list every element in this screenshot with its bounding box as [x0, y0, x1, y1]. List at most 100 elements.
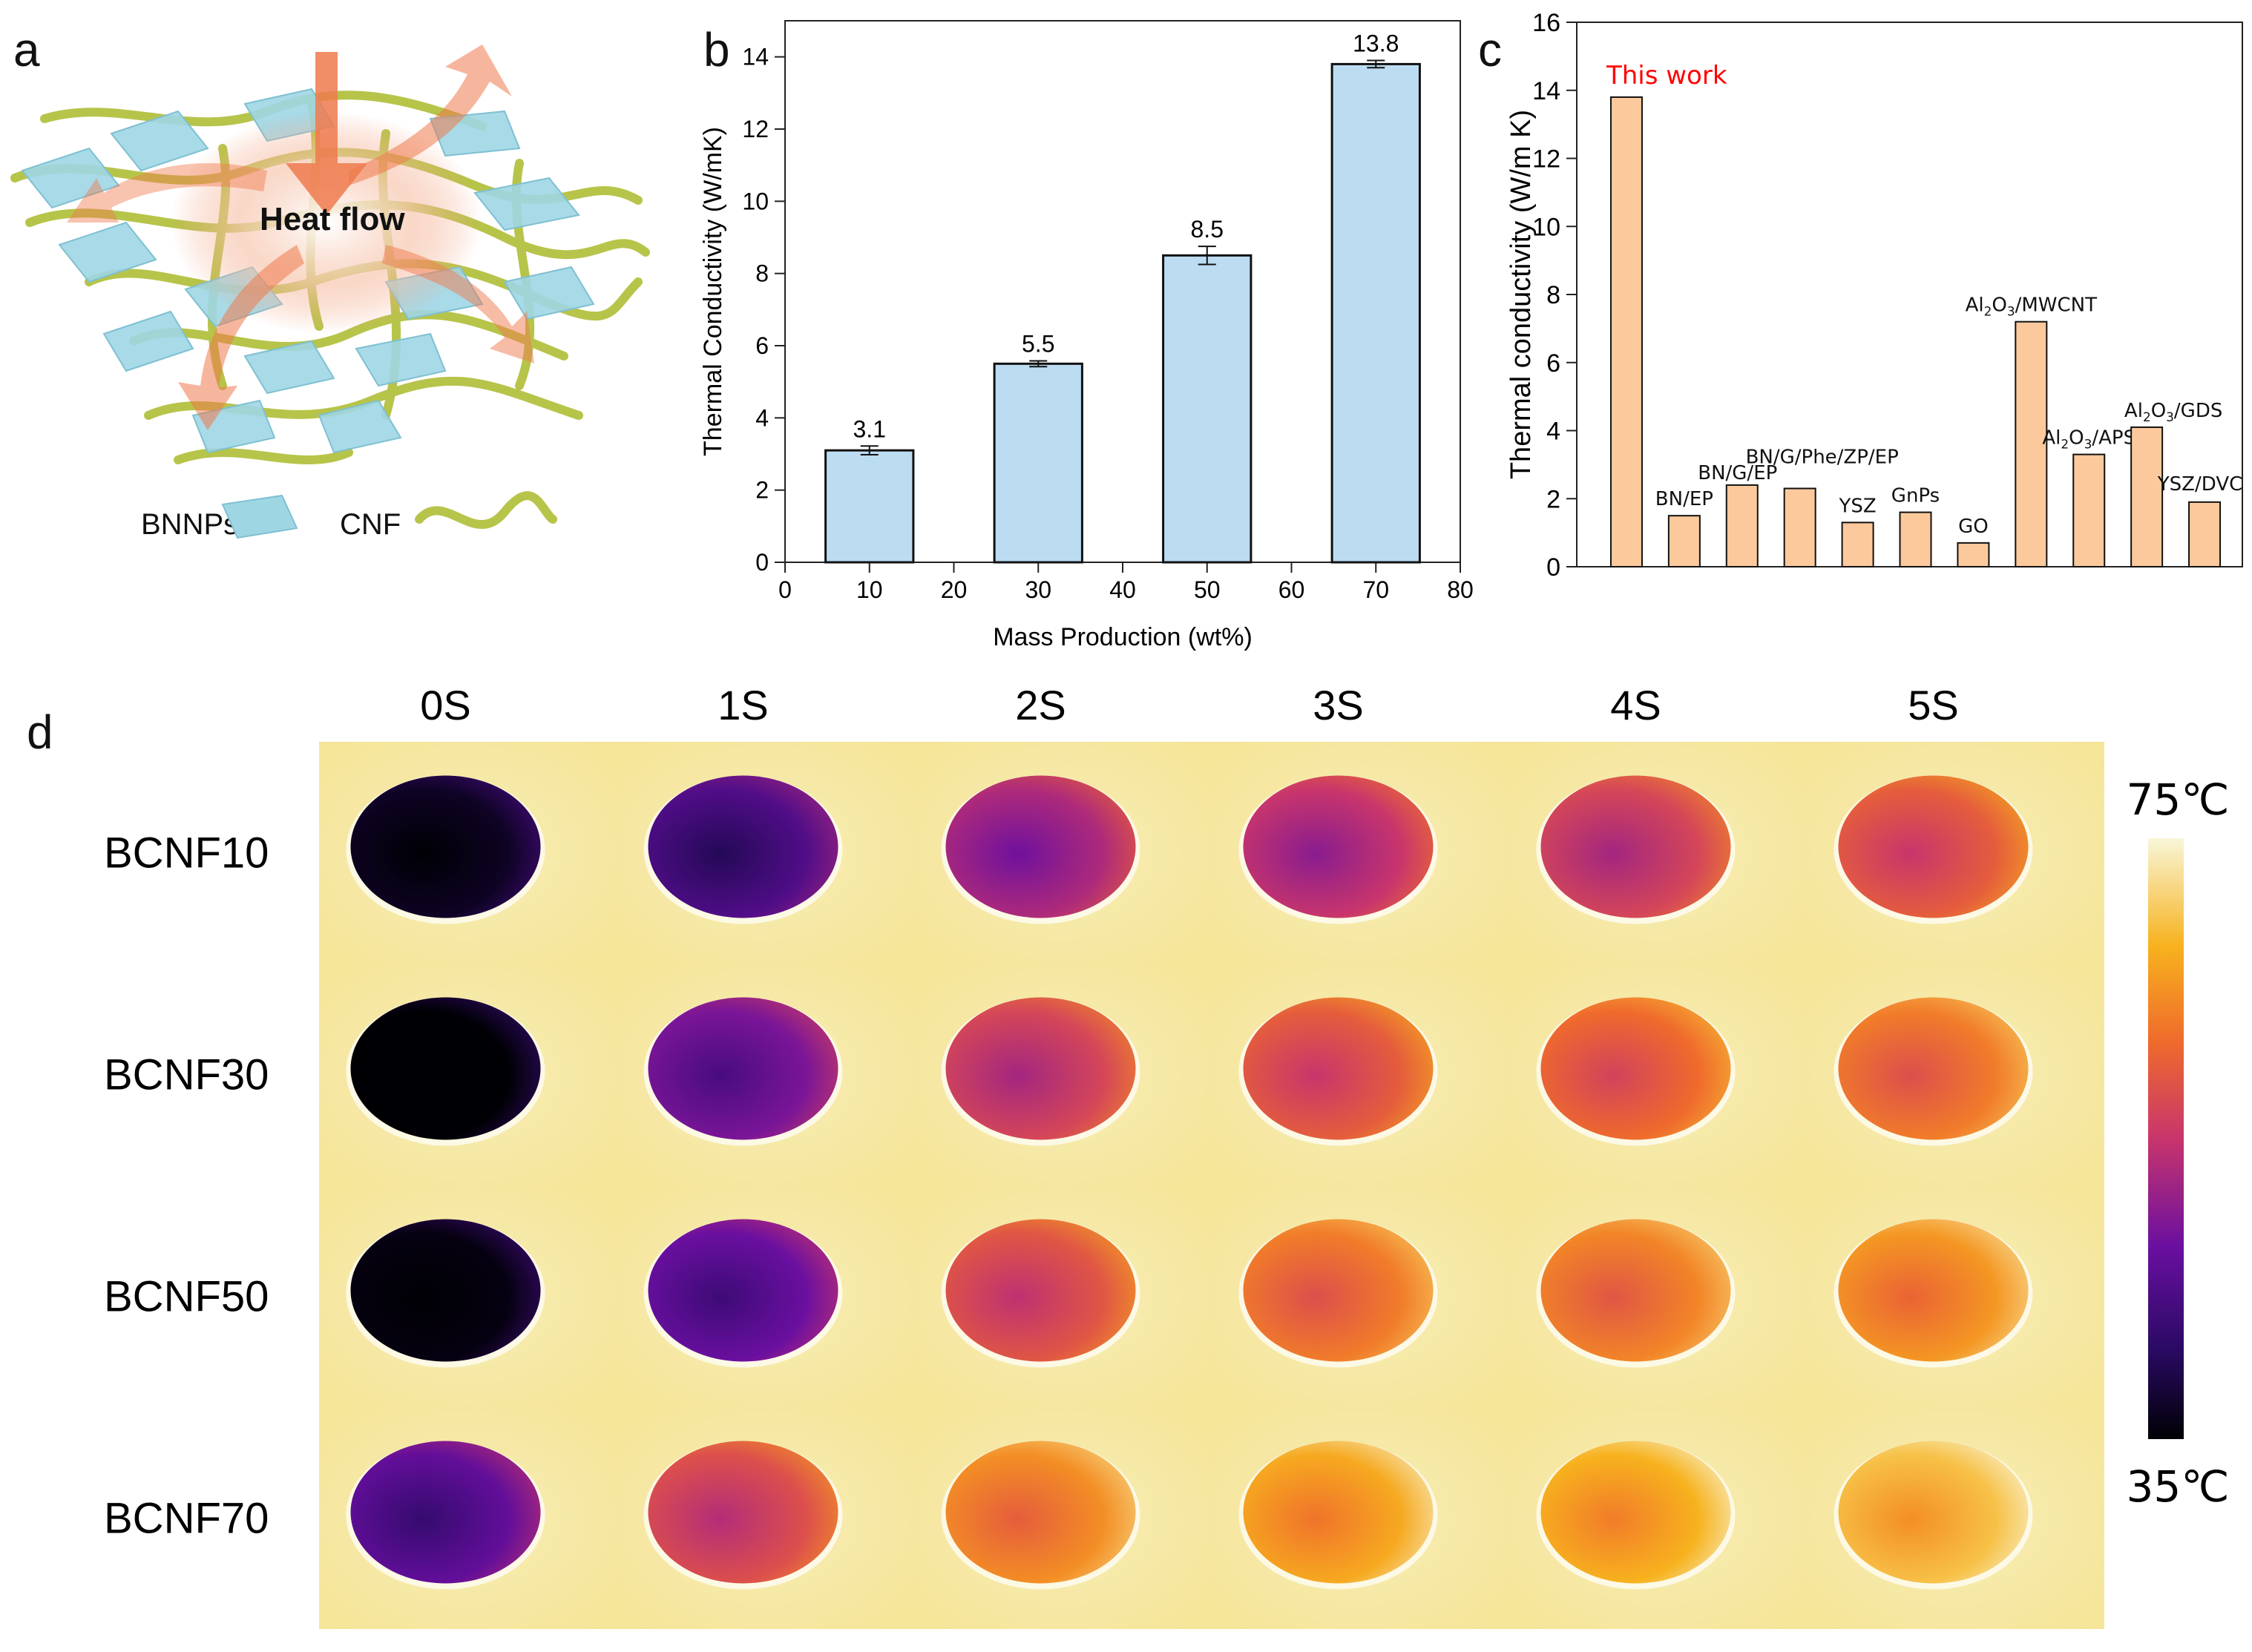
- thermal-sample: [350, 1441, 541, 1584]
- time-label: 3S: [1313, 682, 1364, 728]
- thermal-sample: [648, 997, 838, 1140]
- x-tick-label: 80: [1447, 576, 1474, 603]
- schematic-panel: Heat flow BNNPs CNF: [0, 0, 668, 593]
- y-tick-label: 10: [742, 188, 769, 214]
- thermal-sample: [350, 1219, 541, 1362]
- chart-b-svg: 0 10 20 30 40 50 60 70 80 0 2 4 6 8 10 12 14 3.1 5.5 8.5 13.…: [699, 20, 1474, 651]
- y-tick-label: 10: [1532, 213, 1560, 241]
- sample-label: BCNF30: [104, 1051, 269, 1099]
- legend-bnnps-label: BNNPs: [141, 508, 238, 541]
- x-tick-label: 70: [1362, 576, 1389, 603]
- bar: [2188, 501, 2222, 568]
- panel-label-c: c: [1478, 23, 1502, 76]
- chart-c: 0 2 4 6 8 10 12 14 16 This work BN/EP BN/G/EP BN/G/P…: [1491, 0, 2252, 608]
- thermal-sample: [350, 775, 541, 918]
- y-tick-label: 6: [1546, 349, 1560, 378]
- y-tick-label: 6: [755, 332, 769, 359]
- panel-label-a: a: [13, 23, 40, 76]
- thermal-sample: [1540, 1219, 1731, 1362]
- colorbar: [2148, 838, 2184, 1439]
- panel-label-d: d: [27, 705, 53, 759]
- colorbar-min-label: 35℃: [2127, 1461, 2230, 1512]
- y-tick-label: 16: [1532, 9, 1560, 37]
- bar-category-label: Al2O3/APS: [2042, 427, 2136, 452]
- thermal-sample: [1243, 1219, 1434, 1362]
- bar: [1899, 511, 1932, 567]
- x-tick-label: 40: [1109, 576, 1136, 603]
- thermal-sample: [1838, 1441, 2029, 1584]
- bar: [1841, 521, 1874, 567]
- bar: [1783, 487, 1816, 567]
- x-tick-label: 10: [856, 576, 883, 603]
- y-tick-label: 2: [755, 477, 769, 504]
- time-label: 2S: [1015, 682, 1066, 728]
- y-tick-label: 4: [1546, 418, 1560, 446]
- x-tick-label: 20: [941, 576, 968, 603]
- y-axis-label: Thermal conductivity (W/m K): [1506, 110, 1537, 479]
- thermal-sample: [1838, 775, 2029, 918]
- thermal-sample: [1243, 1441, 1434, 1584]
- x-axis-label: Mass Production (wt%): [993, 623, 1253, 651]
- chart-b: 0 10 20 30 40 50 60 70 80 0 2 4 6 8 10 12 14 3.1 5.5 8.5 13.…: [668, 0, 1491, 668]
- bar-category-label: YSZ/DVC: [2157, 473, 2242, 496]
- thermal-sample: [1540, 997, 1731, 1140]
- legend-bnnps-swatch: [221, 494, 298, 539]
- y-tick-label: 4: [755, 404, 769, 431]
- bar-category-label: Al2O3/GDS: [2124, 400, 2222, 424]
- bar: [993, 362, 1083, 564]
- thermal-grid-svg: 0S 1S 2S 3S 4S 5S BCNF10 BCNF30 BCNF50 BCNF70 75℃ 3…: [104, 682, 2230, 1629]
- x-tick-label: 30: [1025, 576, 1051, 603]
- thermal-sample: [1540, 1441, 1731, 1584]
- x-tick-label: 0: [778, 576, 792, 603]
- time-label: 1S: [718, 682, 769, 728]
- colorbar-max-label: 75℃: [2127, 774, 2230, 825]
- bar-category-label: GO: [1958, 516, 1989, 538]
- bar: [2072, 453, 2106, 567]
- heat-flow-label: Heat flow: [260, 201, 405, 237]
- thermal-grid-panel: 0S 1S 2S 3S 4S 5S BCNF10 BCNF30 BCNF50 BCNF70 75℃ 3…: [0, 653, 2252, 1648]
- bar: [1667, 515, 1701, 567]
- bar-category-label: Al2O3/MWCNT: [1966, 294, 2097, 319]
- thermal-sample: [648, 1219, 838, 1362]
- heat-flow-arrows: [67, 45, 534, 430]
- thermal-sample: [648, 1441, 838, 1584]
- time-label: 5S: [1908, 682, 1959, 728]
- y-tick-label: 0: [1546, 553, 1560, 582]
- thermal-sample: [648, 775, 838, 918]
- bar: [824, 449, 915, 564]
- x-tick-label: 50: [1194, 576, 1221, 603]
- schematic-illustration: Heat flow BNNPs CNF: [10, 45, 650, 541]
- bar-category-label: BN/EP: [1655, 488, 1713, 510]
- bar-category-label: BN/G/Phe/ZP/EP: [1746, 446, 1899, 468]
- data-label: 3.1: [853, 415, 886, 442]
- bar: [1609, 96, 1643, 568]
- heat-glow: [171, 111, 482, 334]
- time-label: 0S: [420, 682, 471, 728]
- bar-category-label: YSZ: [1838, 495, 1876, 517]
- sample-label: BCNF50: [104, 1273, 269, 1321]
- bar: [1330, 62, 1421, 564]
- bar: [2015, 320, 2048, 567]
- bar-category-label: BN/G/EP: [1698, 462, 1777, 484]
- thermal-sample: [945, 1441, 1136, 1584]
- thermal-sample: [945, 997, 1136, 1140]
- thermal-sample: [1540, 775, 1731, 918]
- y-axis-label: Thermal Conductivity (W/mK): [699, 127, 727, 456]
- bar: [1162, 254, 1253, 564]
- thermal-sample: [1838, 1219, 2029, 1362]
- y-tick-label: 2: [1546, 485, 1560, 513]
- thermal-sample: [1243, 775, 1434, 918]
- bar-category-label: GnPs: [1891, 485, 1940, 507]
- bar-category-label: This work: [1606, 61, 1727, 91]
- time-label: 4S: [1610, 682, 1661, 728]
- bar: [1957, 542, 1990, 568]
- bar: [2130, 426, 2164, 567]
- sample-label: BCNF10: [104, 829, 269, 878]
- bnnp-platelets: [21, 88, 595, 454]
- y-tick-label: 12: [1532, 145, 1560, 174]
- thermal-sample: [1243, 997, 1434, 1140]
- data-label: 5.5: [1022, 330, 1054, 357]
- data-label: 13.8: [1353, 30, 1399, 57]
- y-tick-label: 12: [742, 116, 769, 142]
- bar: [1725, 484, 1759, 568]
